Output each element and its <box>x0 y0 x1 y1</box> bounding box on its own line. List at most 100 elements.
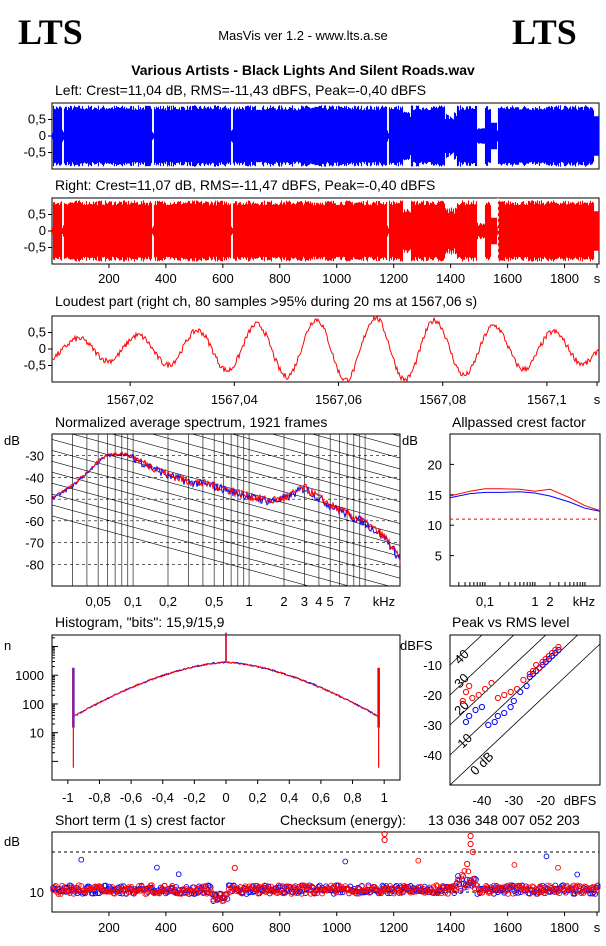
crest-point <box>380 885 387 892</box>
crest-point <box>289 889 296 896</box>
x-tick-label: 600 <box>212 920 234 935</box>
crest-point <box>252 882 259 889</box>
crest-point <box>191 884 197 891</box>
crest-point <box>262 889 269 895</box>
crest-point <box>544 882 551 889</box>
x-tick-label: -0,6 <box>120 790 142 805</box>
crest-point <box>305 883 311 890</box>
crest-point <box>519 882 525 889</box>
peak-rms-point <box>488 679 495 687</box>
slope-line <box>52 439 400 535</box>
peak-rms-point <box>462 688 470 696</box>
x-tick-label: kHz <box>573 594 595 609</box>
peak-rms-point <box>523 682 530 690</box>
y-tick-label: 0 <box>39 128 46 143</box>
crest-point <box>543 853 550 860</box>
y-axis-label: n <box>4 638 11 653</box>
crest-point <box>131 887 137 894</box>
crest-point <box>342 858 349 865</box>
slope-line <box>52 460 400 557</box>
x-tick-label: 600 <box>212 271 234 286</box>
crest-diagonal <box>450 643 600 785</box>
crest-point <box>251 886 258 893</box>
crest-diagonal <box>450 635 483 666</box>
peak-rms-point <box>555 646 562 654</box>
y-tick-label: 0,5 <box>28 207 46 222</box>
crest-point <box>510 890 516 897</box>
crest-point <box>128 884 135 890</box>
crest-point <box>530 884 537 890</box>
peak-rms-point <box>507 703 514 711</box>
peak-rms-point <box>494 694 501 702</box>
crest-point <box>457 885 464 892</box>
short-term-title: Short term (1 s) crest factor <box>55 812 226 828</box>
left-waveform-title: Left: Crest=11,04 dB, RMS=-11,43 dBFS, P… <box>55 82 426 98</box>
crest-point <box>52 882 59 889</box>
short-term-crest-chart: dB 10 200 400 600 800 1000 1200 1400 1600 1800 s <box>4 830 601 935</box>
loudest-waveform <box>51 314 600 384</box>
crest-point <box>520 885 527 892</box>
y-tick-label: -20 <box>423 688 442 703</box>
y-tick-label: 15 <box>428 488 442 503</box>
x-tick-label: 0,6 <box>312 790 330 805</box>
crest-point <box>573 883 579 890</box>
x-tick-label: 0,2 <box>159 594 177 609</box>
crest-line-label: 40 <box>451 646 472 667</box>
crest-point <box>415 857 422 864</box>
crest-point <box>587 890 593 897</box>
crest-point <box>86 885 92 892</box>
crest-point <box>292 883 299 889</box>
crest-point <box>466 879 473 886</box>
crest-outlier-point <box>381 830 388 838</box>
plot-frame <box>51 433 401 587</box>
y-tick-label: 20 <box>428 457 442 472</box>
crest-point <box>341 886 347 893</box>
crest-point <box>223 891 229 898</box>
peak-rms-point <box>510 697 517 705</box>
crest-point <box>161 882 168 889</box>
plot-frame <box>449 433 601 587</box>
crest-point <box>423 889 429 895</box>
peak-rms-point <box>462 718 470 726</box>
crest-point <box>393 886 400 893</box>
y-tick-label: -30 <box>25 449 44 464</box>
y-tick-label: -50 <box>25 492 44 507</box>
crest-point <box>403 883 410 890</box>
x-tick-label: 0,05 <box>86 594 111 609</box>
spectrum-grid <box>52 434 400 586</box>
crest-point <box>401 882 408 889</box>
x-tick-label: s <box>594 392 601 407</box>
peak-rms-point <box>472 706 479 714</box>
plot-frame <box>51 315 600 383</box>
x-tick-label: 5 <box>327 594 334 609</box>
x-tick-label: 1567,06 <box>315 392 362 407</box>
y-tick-label: -80 <box>25 557 44 572</box>
y-tick-label: -0,5 <box>24 145 46 160</box>
x-tick-label: -20 <box>536 793 555 808</box>
crest-point <box>578 890 584 896</box>
x-tick-label: 1800 <box>550 920 579 935</box>
crest-point <box>284 883 291 890</box>
crest-point <box>553 889 560 896</box>
x-tick-label: 0,8 <box>344 790 362 805</box>
x-tick-label: 1600 <box>493 271 522 286</box>
crest-point <box>207 887 214 893</box>
crest-point <box>139 887 146 893</box>
lts-logo-left: LTS <box>18 12 83 52</box>
y-tick-label: -0,5 <box>24 240 46 255</box>
crest-point <box>166 888 173 895</box>
right-waveform-chart: 0,50 -0,5 200 400 600 800 1000 1200 1400 1600 1800… <box>24 197 601 286</box>
slope-line <box>71 434 400 524</box>
peak-rms-point <box>513 685 521 693</box>
peak-rms-point <box>533 661 540 669</box>
x-tick-label: -1 <box>62 790 74 805</box>
x-tick-label: 1200 <box>379 920 408 935</box>
allpassed-crest-chart: dB 20 15 10 5 0,1 1 2 kHz <box>402 433 601 609</box>
app-title: MasVis ver 1.2 - www.lts.a.se <box>218 28 388 43</box>
crest-point <box>555 864 561 871</box>
crest-point <box>594 884 601 891</box>
crest-point <box>233 888 240 894</box>
slope-line <box>391 434 400 437</box>
crest-point <box>484 884 491 890</box>
